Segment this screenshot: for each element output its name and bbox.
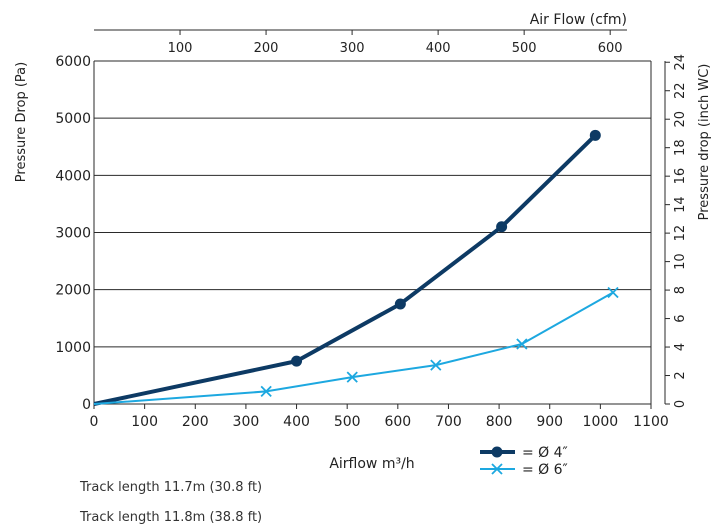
top-x-axis-label: Air Flow (cfm) [530,12,627,28]
series-2-point [346,371,358,383]
series-2-point [430,359,442,371]
grid-lines [94,60,651,348]
x-tick-label: 0 [90,414,99,430]
right-y-tick-label: 12 [673,225,688,242]
top-x-tick-label: 200 [254,41,279,56]
x-tick-label: 500 [334,414,361,430]
x-tick-label: 900 [536,414,563,430]
legend-label-1: = Ø 4″ [522,445,568,461]
top-x-ticks: 100 200 300 400 500 600 [168,30,623,56]
series-1-point [589,129,601,141]
series-2-point [260,385,272,398]
right-y-tick-label: 18 [673,139,688,156]
series-1-point [496,221,508,233]
legend-marker-1 [491,446,503,458]
x-tick-label: 400 [283,414,310,430]
bottom-x-ticks: 0 100 200 300 400 500 600 700 800 900 1000 1100 [90,404,669,430]
top-x-tick-label: 400 [426,41,451,56]
series-2-point [516,338,528,350]
y-tick-label: 1000 [55,340,91,356]
series-1-point [394,298,406,310]
right-y-tick-label: 6 [673,314,688,322]
x-tick-label: 1100 [633,414,669,430]
top-x-tick-label: 100 [168,41,193,56]
x-tick-label: 300 [233,414,260,430]
right-y-tick-label: 10 [673,253,688,270]
series-line-2 [93,291,614,405]
x-tick-label: 700 [435,414,462,430]
y-tick-label: 4000 [55,168,91,184]
track-length-note-1: Track length 11.7m (30.8 ft) [80,480,263,495]
x-tick-label: 100 [131,414,158,430]
track-length-note-2: Track length 11.8m (38.8 ft) [80,510,263,525]
x-tick-label: 600 [384,414,411,430]
right-y-tick-label: 8 [673,286,688,294]
series-1-point [291,355,303,367]
y-tick-label: 3000 [55,226,91,242]
right-y-tick-label: 16 [673,168,688,185]
left-y-ticks: 0 1000 2000 3000 4000 5000 6000 [55,54,91,413]
right-y-tick-label: 22 [673,82,688,99]
top-x-tick-label: 500 [512,41,537,56]
top-x-tick-label: 300 [340,41,365,56]
right-y-tick-label: 24 [673,54,688,71]
legend: = Ø 4″= Ø 6″ [480,445,568,478]
x-tick-label: 200 [182,414,209,430]
y-tick-label: 0 [82,397,91,413]
series-2-point [607,286,619,299]
right-y-tick-label: 14 [673,196,688,213]
legend-marker-2 [491,463,503,475]
x-axis-label: Airflow m³/h [329,456,414,472]
y-axis-label: Pressure Drop (Pa) [14,62,29,182]
x-tick-label: 800 [486,414,513,430]
series-lines [93,129,619,406]
y-tick-label: 2000 [55,283,91,299]
right-y-axis-label: Pressure drop (inch WC) [697,64,712,221]
right-y-tick-label: 4 [673,343,688,351]
axes [93,29,666,405]
y-tick-label: 6000 [55,54,91,70]
right-y-tick-label: 0 [673,400,688,408]
y-tick-label: 5000 [55,111,91,127]
right-y-tick-label: 20 [673,111,688,128]
legend-label-2: = Ø 6″ [522,462,568,478]
top-x-tick-label: 600 [598,41,623,56]
right-y-tick-label: 2 [673,371,688,379]
x-tick-label: 1000 [583,414,619,430]
